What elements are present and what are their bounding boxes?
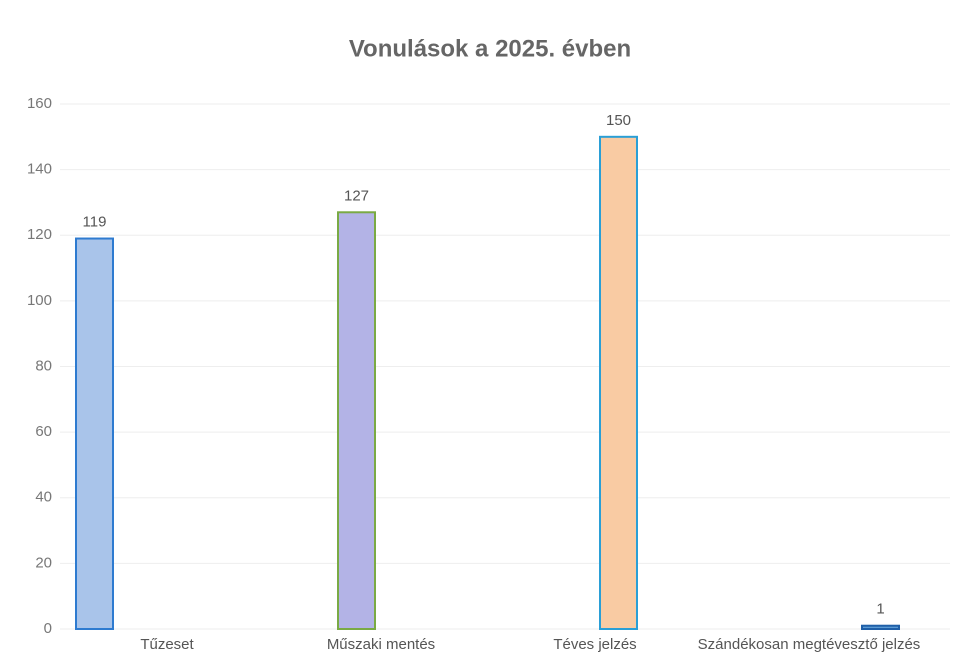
y-tick-label: 160 [27,95,52,112]
y-tick-label: 20 [35,554,52,571]
chart-title: Vonulások a 2025. évben [349,35,631,62]
y-tick-label: 120 [27,226,52,243]
y-tick-label: 100 [27,292,52,309]
data-label: 150 [606,112,631,129]
data-label: 119 [83,214,107,231]
x-tick-label: Tűzeset [140,636,194,653]
y-tick-label: 60 [35,423,52,440]
bar [861,624,900,630]
x-tick-label: Szándékosan megtévesztő jelzés [698,636,921,653]
bar [337,211,376,630]
x-tick-label: Téves jelzés [553,636,636,653]
bar [75,237,114,630]
data-label: 127 [344,187,369,204]
y-tick-label: 140 [27,161,52,178]
bar [599,135,638,630]
y-tick-label: 40 [35,489,52,506]
x-tick-label: Műszaki mentés [327,636,435,653]
data-label: 1 [876,601,884,618]
y-tick-label: 80 [35,357,52,374]
y-tick-label: 0 [44,620,52,637]
